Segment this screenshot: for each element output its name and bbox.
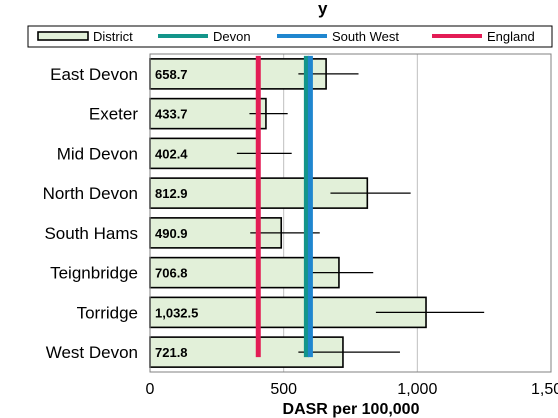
legend-label-england: England [487, 29, 535, 44]
plot-border [149, 53, 552, 373]
category-label: West Devon [46, 343, 138, 362]
category-label: Mid Devon [57, 144, 138, 163]
legend: District Devon South West England [27, 25, 553, 48]
reference-lines [255, 55, 313, 358]
bar-value-label: 658.7 [155, 67, 188, 82]
bar-value-label: 706.8 [155, 266, 188, 281]
bar-value-label: 812.9 [155, 186, 188, 201]
category-label: South Hams [44, 224, 138, 243]
x-tick-label: 0 [146, 381, 155, 398]
category-label: Teignbridge [50, 264, 138, 283]
bar-value-label: 1,032.5 [155, 305, 198, 320]
legend-swatch-district [37, 31, 89, 41]
bar-value-label: 490.9 [155, 226, 188, 241]
x-axis-title: DASR per 100,000 [283, 401, 420, 418]
category-label: North Devon [43, 184, 138, 203]
x-tick-label: 500 [270, 381, 297, 398]
bar-value-label: 433.7 [155, 107, 188, 122]
bar-value-label: 721.8 [155, 345, 188, 360]
category-label: Exeter [89, 105, 138, 124]
x-tick-label: 1,500 [531, 381, 558, 398]
category-label: Torridge [77, 303, 138, 322]
legend-label-devon: Devon [213, 29, 251, 44]
legend-label-south-west: South West [332, 29, 399, 44]
x-axis-ticks: 0 500 1,000 1,500 [146, 381, 558, 398]
x-tick-label: 1,000 [397, 381, 437, 398]
legend-label-district: District [93, 29, 133, 44]
chart-title-fragment: y [318, 0, 328, 18]
bar-value-label: 402.4 [155, 146, 188, 161]
category-labels: East Devon Exeter Mid Devon North Devon Sout… [43, 65, 139, 362]
category-label: East Devon [50, 65, 138, 84]
